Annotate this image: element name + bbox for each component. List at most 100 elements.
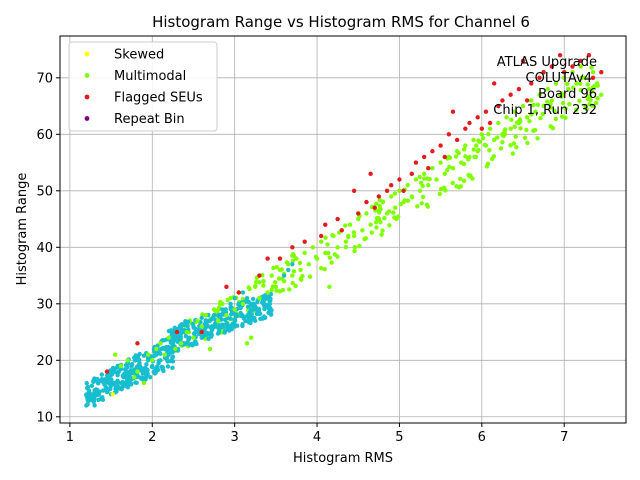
- data-point: [184, 329, 190, 335]
- data-point: [137, 363, 143, 369]
- band-point: [571, 85, 576, 90]
- band-point: [92, 387, 97, 393]
- data-point: [413, 177, 419, 182]
- band-point: [574, 107, 579, 113]
- data-point: [557, 53, 563, 58]
- band-point: [262, 306, 267, 312]
- data-point: [401, 188, 406, 193]
- band-point: [291, 269, 297, 274]
- band-point: [391, 210, 396, 215]
- data-point: [562, 75, 567, 81]
- y-tick-label: 60: [36, 128, 53, 143]
- band-point: [522, 135, 528, 140]
- band-point: [379, 232, 384, 237]
- band-point: [471, 147, 477, 152]
- data-point: [166, 335, 171, 340]
- data-point: [454, 149, 460, 154]
- data-point: [145, 358, 151, 363]
- data-point: [224, 312, 229, 318]
- data-point: [405, 182, 410, 188]
- band-point: [480, 136, 486, 141]
- data-point: [393, 205, 398, 210]
- x-tick-label: 6: [478, 430, 486, 445]
- band-point: [552, 108, 557, 114]
- band-point: [373, 220, 379, 225]
- band-point: [119, 381, 124, 386]
- band-point: [144, 362, 149, 367]
- data-point: [191, 335, 196, 340]
- data-point: [135, 369, 140, 374]
- band-point: [380, 228, 385, 233]
- data-point: [434, 177, 439, 182]
- band-point: [240, 322, 245, 327]
- data-point: [475, 115, 480, 120]
- data-point: [327, 284, 332, 290]
- data-point: [236, 290, 241, 295]
- band-point: [153, 370, 158, 375]
- data-point: [154, 346, 159, 352]
- data-point: [471, 137, 476, 143]
- band-point: [113, 386, 118, 391]
- band-point: [215, 331, 221, 336]
- band-point: [502, 127, 508, 132]
- band-point: [99, 372, 105, 377]
- band-point: [585, 96, 591, 102]
- band-point: [233, 313, 239, 319]
- data-point: [191, 324, 196, 329]
- data-point: [211, 307, 217, 312]
- x-tick-label: 2: [148, 430, 156, 445]
- data-point: [479, 126, 485, 131]
- data-point: [442, 154, 447, 160]
- data-point: [557, 92, 563, 97]
- data-point: [310, 245, 316, 250]
- band-point: [352, 248, 357, 254]
- band-point: [170, 336, 175, 341]
- band-point: [461, 147, 467, 152]
- band-point: [268, 292, 274, 297]
- data-point: [174, 329, 180, 335]
- data-point: [368, 222, 373, 227]
- data-point: [88, 397, 93, 403]
- band-point: [424, 202, 430, 207]
- data-point: [302, 250, 307, 256]
- data-point: [145, 352, 151, 357]
- data-point: [286, 262, 291, 267]
- band-point: [183, 341, 188, 346]
- data-point: [537, 92, 542, 97]
- data-point: [388, 194, 394, 199]
- legend-marker: [84, 116, 90, 121]
- data-point: [487, 126, 493, 131]
- band-point: [458, 176, 463, 182]
- data-point: [100, 397, 106, 403]
- data-point: [582, 75, 588, 81]
- data-point: [590, 75, 596, 81]
- band-point: [484, 164, 490, 169]
- data-point: [430, 149, 435, 154]
- y-tick-label: 30: [36, 297, 53, 312]
- data-point: [376, 194, 382, 199]
- annotation-line-3: Board 96: [538, 87, 597, 102]
- band-point: [307, 274, 313, 279]
- data-point: [240, 290, 246, 295]
- band-point: [145, 367, 150, 373]
- band-point: [143, 377, 148, 382]
- band-point: [511, 141, 517, 146]
- y-tick-label: 20: [36, 354, 53, 369]
- annotation-line-2: COLUTAv4: [526, 71, 592, 86]
- data-point: [426, 166, 431, 171]
- data-point: [125, 380, 130, 386]
- data-point: [409, 194, 414, 199]
- data-point: [496, 103, 501, 109]
- band-point: [250, 296, 256, 302]
- band-point: [300, 273, 305, 279]
- band-point: [518, 126, 523, 131]
- y-tick-label: 70: [36, 71, 53, 86]
- band-point: [486, 131, 491, 137]
- band-point: [535, 136, 540, 141]
- band-point: [420, 183, 425, 189]
- data-point: [265, 256, 270, 261]
- band-point: [512, 124, 517, 130]
- band-point: [461, 178, 467, 184]
- band-point: [254, 311, 260, 317]
- band-point: [118, 366, 124, 372]
